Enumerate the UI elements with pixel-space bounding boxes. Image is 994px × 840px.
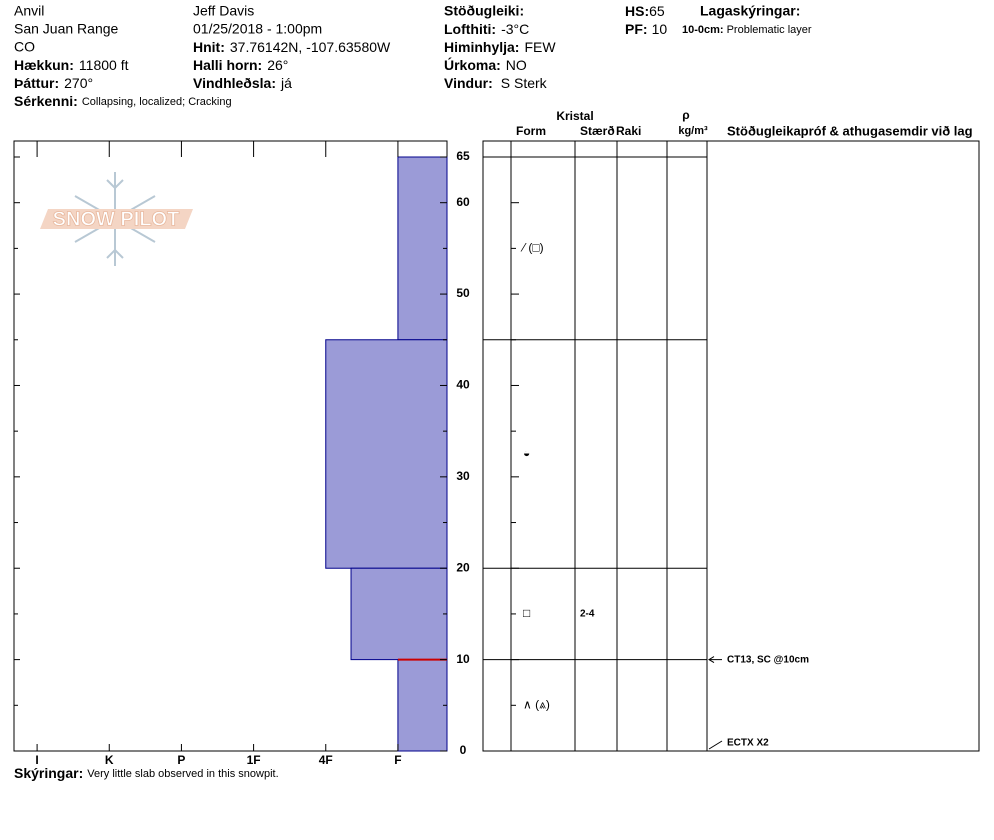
value: já [280,75,292,91]
label: Vindur: [444,75,493,91]
col-header: Kristal [556,109,593,123]
value: S Sterk [501,75,548,91]
layer-notes-title: Lagaskýringar: [700,3,800,19]
label: PF: [625,21,648,37]
range: 10-0cm: [682,24,724,36]
datetime: 01/25/2018 - 1:00pm [193,21,322,37]
wind: Vindur: S Sterk [444,75,548,91]
value: 11800 ft [79,57,129,73]
elevation: Hækkun: 11800 ft [14,57,129,73]
value: 26° [267,57,288,73]
value: NO [506,57,527,73]
label: Úrkoma: [444,56,501,73]
location: Anvil [14,3,44,19]
grain-form: □ [523,606,530,620]
sky: Himinhylja: FEW [444,39,556,55]
layer-frame [482,140,980,752]
y-tick-label: 20 [456,560,470,574]
col-header: kg/m³ [678,125,708,137]
column-lines [510,141,708,751]
label: Vindhleðsla: [193,75,276,91]
col-header: Raki [616,124,641,138]
x-tick-label: 4F [319,753,333,767]
label: Þáttur: [14,75,59,91]
label: Halli horn: [193,57,262,73]
label: Sérkenni: [14,93,78,109]
y-tick-label: 65 [456,149,470,163]
x-tick-label: 1F [247,753,261,767]
test-text: ECTX X2 [727,738,769,749]
arrow-head [708,656,715,664]
grain-form: ∧ (⩓) [523,697,550,711]
features: Sérkenni: Collapsing, localized; Cracking [14,93,232,109]
y-tick-label: 0 [460,743,467,757]
hardness-bar [350,567,448,661]
value: 10 [652,21,668,37]
state: CO [14,39,35,55]
y-tick-label: 60 [456,195,470,209]
grain-size: 2-4 [580,609,595,620]
coords: Hnit: 37.76142N, -107.63580W [193,39,391,55]
test-text: CT13, SC @10cm [727,654,809,665]
range: San Juan Range [14,21,119,37]
label: Lofthiti: [444,21,496,37]
x-tick-label: F [394,753,401,767]
precip: Úrkoma: NO [444,56,527,73]
footer: Skýringar: Very little slab observed in t… [14,765,279,781]
grain-form: ⁄ (□) [520,241,544,255]
label: Hækkun: [14,57,74,73]
layer-note: 10-0cm: Problematic layer [682,24,812,36]
slope: Halli horn: 26° [193,57,288,73]
value: FEW [524,39,556,55]
pf: PF: 10 [625,21,667,37]
logo-text: SNOW PILOT [53,208,180,230]
text: Problematic layer [727,24,812,36]
test-arrow [708,740,723,750]
value: Very little slab observed in this snowpi… [87,768,278,780]
y-tick-label: 30 [456,469,470,483]
grain-form: ◒ [523,446,530,460]
value: Collapsing, localized; Cracking [82,96,232,108]
x-tick-label: P [177,753,185,767]
value: 37.76142N, -107.63580W [230,39,391,55]
hardness-bar [397,156,448,341]
label: Himinhylja: [444,39,519,55]
y-tick-label: 50 [456,286,470,300]
stability: Stöðugleiki: [444,3,524,19]
x-tick-label: K [105,753,114,767]
col-header: Stöðugleikapróf & athugasemdir við lag [727,123,973,138]
value: 270° [64,75,93,91]
hardness-bar [397,659,448,752]
y-tick-label: 40 [456,378,470,392]
logo-banner [40,209,193,229]
col-header: Form [516,124,546,138]
label: Skýringar: [14,765,83,781]
air-temp: Lofthiti: -3°C [444,21,529,37]
col-header: Stærð [580,124,615,138]
value: -3°C [501,21,529,37]
col-header: ρ [682,108,689,122]
aspect: Þáttur: 270° [14,75,93,91]
hardness-bar [325,339,448,569]
wind-loading: Vindhleðsla: já [193,75,292,91]
y-tick-label: 10 [456,652,470,666]
label: Hnit: [193,39,225,55]
hs: HS:65 [625,3,665,19]
x-tick-label: I [35,753,38,767]
observer: Jeff Davis [193,3,254,19]
label: HS: [625,3,649,19]
value: 65 [649,3,665,19]
